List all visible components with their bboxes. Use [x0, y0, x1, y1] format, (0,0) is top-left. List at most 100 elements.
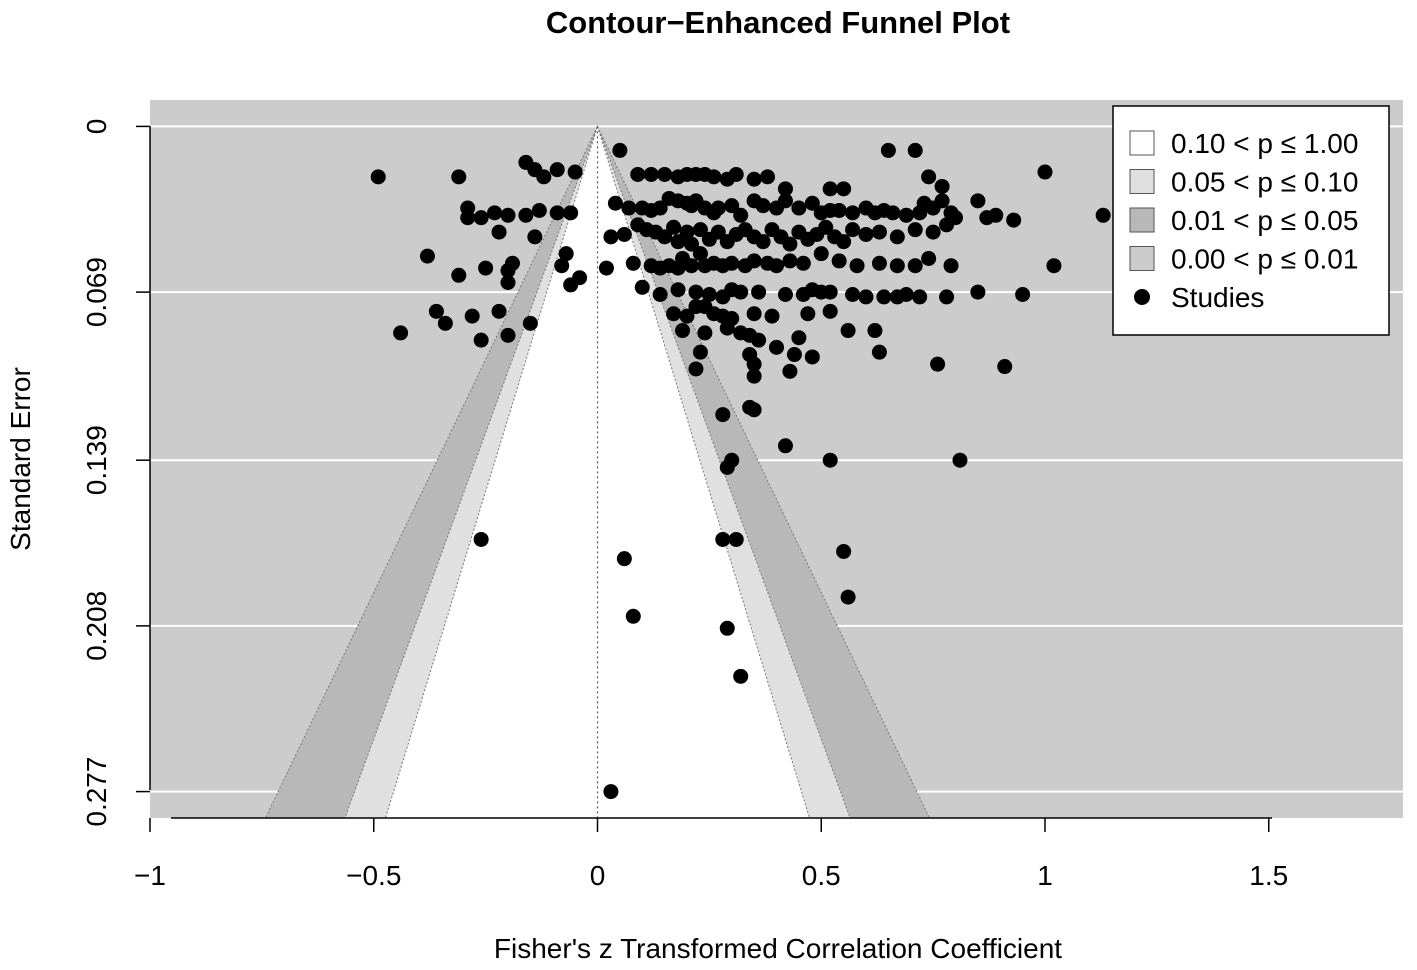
legend-label: Studies: [1171, 282, 1264, 313]
x-tick-label: 1: [1037, 860, 1053, 891]
study-point: [760, 169, 776, 185]
study-point: [670, 234, 686, 250]
study-point: [921, 169, 937, 185]
study-point: [460, 210, 476, 226]
legend-label: 0.05 < p ≤ 0.10: [1171, 167, 1358, 198]
study-point: [907, 258, 923, 274]
legend: 0.10 < p ≤ 1.00 0.05 < p ≤ 0.10 0.01 < p ≤…: [1112, 105, 1390, 336]
study-point: [692, 222, 708, 238]
study-point: [764, 308, 780, 324]
study-point: [751, 332, 767, 348]
study-point: [804, 195, 820, 211]
study-point: [1046, 258, 1062, 274]
study-point: [840, 323, 856, 339]
study-point: [451, 169, 467, 185]
study-point: [419, 248, 435, 264]
study-points: [370, 142, 1111, 800]
study-point: [876, 289, 892, 305]
study-point: [531, 202, 547, 218]
study-point: [831, 202, 847, 218]
study-point: [836, 234, 852, 250]
study-point: [728, 166, 744, 182]
study-point: [603, 784, 619, 800]
study-point: [822, 303, 838, 319]
study-point: [921, 250, 937, 266]
study-point: [679, 224, 695, 240]
study-point: [898, 207, 914, 223]
study-point: [733, 668, 749, 684]
study-point: [871, 224, 887, 240]
study-point: [621, 200, 637, 216]
study-point: [710, 224, 726, 240]
study-point: [733, 284, 749, 300]
study-point: [782, 236, 798, 252]
study-point: [634, 279, 650, 295]
study-point: [943, 258, 959, 274]
legend-box: [1112, 105, 1390, 336]
study-point: [1037, 164, 1053, 180]
study-point: [603, 229, 619, 245]
study-point: [970, 284, 986, 300]
study-point: [688, 284, 704, 300]
study-point: [500, 327, 516, 343]
study-point: [657, 229, 673, 245]
study-point: [451, 267, 467, 283]
x-tick-label: −0.5: [346, 860, 401, 891]
study-point: [612, 142, 628, 158]
study-point: [934, 178, 950, 194]
study-point: [746, 253, 762, 269]
study-point: [804, 349, 820, 365]
study-point: [907, 222, 923, 238]
study-point: [607, 195, 623, 211]
y-axis-label: Standard Error: [5, 367, 36, 551]
study-point: [800, 306, 816, 322]
study-point: [840, 589, 856, 605]
study-point: [925, 224, 941, 240]
study-point: [491, 224, 507, 240]
study-point: [777, 193, 793, 209]
study-point: [630, 166, 646, 182]
study-point: [437, 315, 453, 331]
study-point: [683, 258, 699, 274]
study-point: [746, 171, 762, 187]
y-tick-label: 0.069: [81, 257, 112, 327]
study-point: [769, 339, 784, 355]
study-point: [549, 162, 565, 178]
y-axis: 0 0.069 0.139 0.208 0.277: [81, 119, 151, 827]
study-point: [643, 166, 659, 182]
study-point: [719, 320, 735, 336]
y-tick-label: 0: [81, 119, 112, 135]
study-point: [500, 207, 516, 223]
study-point: [898, 287, 914, 303]
study-point: [746, 306, 762, 322]
study-point: [822, 452, 838, 468]
study-point: [715, 531, 731, 547]
study-point: [683, 236, 699, 252]
study-point: [777, 438, 793, 454]
study-point: [473, 332, 489, 348]
study-point: [393, 325, 409, 341]
study-point: [813, 246, 829, 262]
study-point: [724, 198, 740, 214]
study-point: [858, 226, 874, 242]
y-tick-label: 0.277: [81, 757, 112, 827]
study-point: [733, 207, 749, 223]
x-tick-label: 1.5: [1249, 860, 1288, 891]
study-point: [487, 205, 503, 221]
study-point: [728, 531, 744, 547]
study-point: [666, 306, 682, 322]
study-point: [527, 229, 543, 245]
study-point: [719, 459, 735, 475]
study-point: [464, 308, 480, 324]
study-point: [536, 169, 552, 185]
study-point: [1006, 212, 1022, 228]
study-point: [791, 330, 807, 346]
legend-swatch: [1129, 130, 1155, 156]
study-point: [1015, 287, 1031, 303]
study-point: [675, 323, 691, 339]
study-point: [692, 344, 708, 360]
study-point: [755, 234, 771, 250]
study-point: [849, 258, 865, 274]
study-point: [616, 226, 632, 242]
